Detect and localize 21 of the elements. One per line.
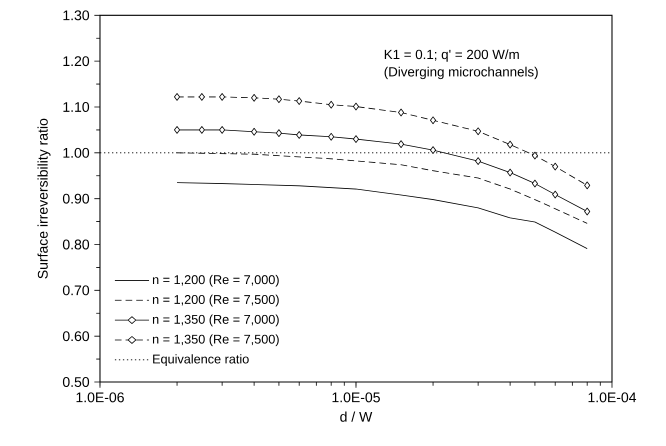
y-tick-label: 0.80 bbox=[62, 240, 90, 250]
x-tick-label: 1.0E-04 bbox=[588, 392, 636, 402]
legend-label: Equivalence ratio bbox=[153, 354, 249, 366]
annotation: (Diverging microchannels) bbox=[384, 66, 538, 80]
y-tick-label: 0.60 bbox=[62, 331, 90, 342]
x-tick-label: 1.0E-05 bbox=[332, 392, 380, 402]
annotation: K1 = 0.1; q' = 200 W/m bbox=[384, 49, 519, 62]
y-tick-label: 1.00 bbox=[63, 148, 90, 158]
legend-label: n = 1,350 (Re = 7,500) bbox=[152, 334, 279, 346]
y-tick-label: 0.70 bbox=[62, 285, 90, 296]
y-tick-label: 0.50 bbox=[62, 377, 90, 387]
y-tick-label: 1.20 bbox=[63, 56, 90, 66]
y-tick-label: 0.90 bbox=[62, 194, 90, 204]
legend-label: n = 1,200 (Re = 7,500) bbox=[152, 294, 279, 306]
x-axis-title: d / W bbox=[340, 411, 372, 422]
y-tick-label: 1.10 bbox=[63, 102, 90, 112]
y-axis-title: Surface irreversibility ratio bbox=[37, 118, 51, 279]
legend-label: n = 1,350 (Re = 7,000) bbox=[152, 314, 279, 326]
y-tick-label: 1.30 bbox=[63, 10, 90, 20]
legend-label: n = 1,200 (Re = 7,000) bbox=[152, 274, 279, 287]
x-tick-label: 1.0E-06 bbox=[76, 392, 124, 402]
